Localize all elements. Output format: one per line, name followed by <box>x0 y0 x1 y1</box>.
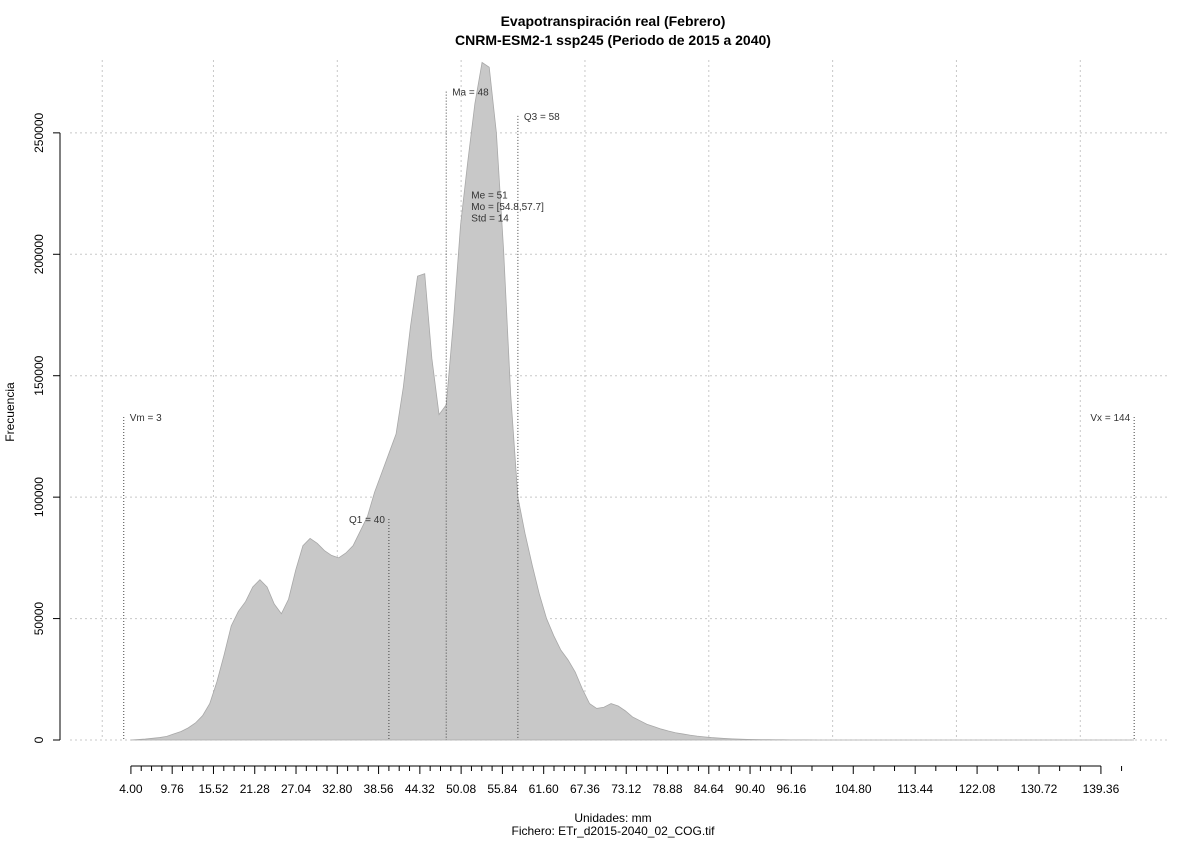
x-tick-label: 78.88 <box>652 782 682 796</box>
axes: 0 50000 100000 150000 200000 250000 4.00 9.76 15… <box>32 113 1123 796</box>
x-tick-label: 32.80 <box>322 782 352 796</box>
x-tick-label: 67.36 <box>570 782 600 796</box>
x-tick-label: 4.00 <box>119 782 143 796</box>
x-tick-label: 38.56 <box>364 782 394 796</box>
x-axis-label: Unidades: mm <box>574 811 651 825</box>
x-tick-label: 84.64 <box>694 782 724 796</box>
stats-line: Std = 14 <box>471 214 509 225</box>
grid <box>70 60 1170 741</box>
x-tick-label: 55.84 <box>487 782 517 796</box>
density-area <box>130 61 1135 741</box>
y-tick-label: 200000 <box>32 234 46 274</box>
x-tick-label: 21.28 <box>240 782 270 796</box>
footer-filename: Fichero: ETr_d2015-2040_02_COG.tif <box>512 824 716 838</box>
x-tick-label: 9.76 <box>161 782 185 796</box>
marker-label: Vx = 144 <box>1090 413 1130 424</box>
chart-subtitle: CNRM-ESM2-1 ssp245 (Periodo de 2015 a 20… <box>455 32 771 48</box>
y-tick-label: 100000 <box>32 477 46 517</box>
marker-label: Vm = 3 <box>130 413 162 424</box>
chart-title: Evapotranspiración real (Febrero) <box>501 13 726 29</box>
x-tick-label: 122.08 <box>959 782 996 796</box>
x-tick-label: 139.36 <box>1083 782 1120 796</box>
y-tick-label: 150000 <box>32 355 46 395</box>
x-tick-label: 90.40 <box>735 782 765 796</box>
stat-markers: Vm = 3 Q1 = 40 Ma = 48 Q3 = 58 Vx = 144 <box>123 88 1135 740</box>
stats-line: Mo = [54.8,57.7] <box>471 202 544 213</box>
x-tick-label: 113.44 <box>897 782 933 796</box>
x-tick-label: 15.52 <box>198 782 228 796</box>
x-tick-label: 27.04 <box>281 782 311 796</box>
y-tick-label: 250000 <box>32 113 46 153</box>
x-tick-label: 73.12 <box>611 782 641 796</box>
x-tick-label: 50.08 <box>446 782 476 796</box>
x-tick-label: 104.80 <box>835 782 872 796</box>
y-axis-label: Frecuencia <box>3 382 17 442</box>
x-tick-label: 96.16 <box>776 782 806 796</box>
x-tick-label: 61.60 <box>529 782 559 796</box>
y-tick-label: 50000 <box>32 602 46 636</box>
x-tick-label: 130.72 <box>1021 782 1058 796</box>
marker-label: Ma = 48 <box>452 88 489 99</box>
stats-line: Me = 51 <box>471 191 508 202</box>
x-tick-label: 44.32 <box>405 782 435 796</box>
marker-label: Q3 = 58 <box>524 112 560 123</box>
marker-label: Q1 = 40 <box>349 515 385 526</box>
y-tick-label: 0 <box>32 736 46 743</box>
frequency-area <box>130 61 1135 741</box>
